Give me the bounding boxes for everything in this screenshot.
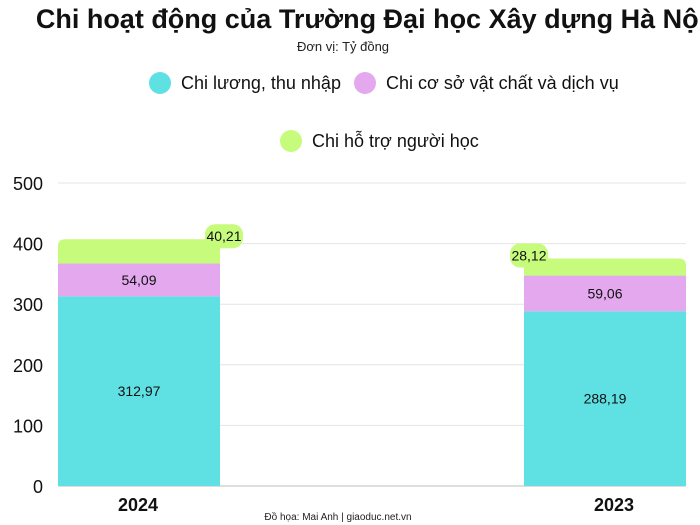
data-label-2023-chi-ho-tro-nguoi-hoc: 28,12 [511, 248, 546, 264]
bar-2024-chi-co-so-vat-chat-va-dich-vu [58, 263, 220, 297]
chart-subtitle: Đơn vị: Tỷ đồng [297, 39, 389, 54]
legend-swatch-chi-co-so-vat-chat-va-dich-vu [354, 72, 376, 94]
legend-item-chi-co-so-vat-chat-va-dich-vu: Chi cơ sở vật chất và dịch vụ [354, 72, 619, 94]
bar-stack-2024: 312,97 54,09 40,21 [58, 224, 243, 486]
data-label-bg-2023-chi-ho-tro-nguoi-hoc [510, 243, 548, 268]
bars: 312,97 54,09 40,21 288,19 59,06 28,12 [58, 224, 686, 486]
chart-credit: Đồ họa: Mai Anh | giaoduc.net.vn [264, 511, 411, 523]
y-tick-label-200: 200 [13, 356, 43, 376]
chart-title: Chi hoạt động của Trường Đại học Xây dựn… [36, 4, 700, 34]
y-tick-label-100: 100 [13, 416, 43, 436]
bar-2024-chi-ho-tro-nguoi-hoc [58, 239, 220, 264]
bar-2023-chi-co-so-vat-chat-va-dich-vu [524, 275, 686, 312]
x-tick-label-2024: 2024 [118, 495, 158, 515]
y-tick-label-0: 0 [33, 477, 43, 497]
legend-swatch-chi-ho-tro-nguoi-hoc [280, 130, 302, 152]
data-label-bg-2024-chi-ho-tro-nguoi-hoc [205, 224, 243, 249]
y-tick-label-500: 500 [13, 174, 43, 194]
x-axis: 2024 2023 [118, 495, 634, 515]
legend-label-chi-co-so-vat-chat-va-dich-vu: Chi cơ sở vật chất và dịch vụ [386, 73, 619, 93]
data-label-2024-chi-co-so-vat-chat-va-dich-vu: 54,09 [121, 272, 156, 288]
y-tick-label-400: 400 [13, 235, 43, 255]
y-tick-label-300: 300 [13, 295, 43, 315]
legend-label-chi-ho-tro-nguoi-hoc: Chi hỗ trợ người học [312, 130, 479, 151]
y-axis: 0 100 200 300 400 500 [13, 174, 43, 497]
x-tick-label-2023: 2023 [594, 495, 634, 515]
bar-2024-chi-luong-thu-nhap [58, 296, 220, 486]
bar-2023-chi-ho-tro-nguoi-hoc [524, 258, 686, 276]
data-label-2024-chi-luong-thu-nhap: 312,97 [118, 383, 161, 399]
legend-swatch-chi-luong-thu-nhap [149, 72, 171, 94]
bar-stack-2023: 288,19 59,06 28,12 [510, 243, 686, 486]
data-label-2023-chi-luong-thu-nhap: 288,19 [584, 391, 627, 407]
legend-label-chi-luong-thu-nhap: Chi lương, thu nhập [181, 73, 341, 93]
legend-item-chi-luong-thu-nhap: Chi lương, thu nhập [149, 72, 341, 94]
bar-2023-chi-luong-thu-nhap [524, 311, 686, 486]
legend: Chi lương, thu nhập Chi cơ sở vật chất và… [149, 72, 619, 152]
data-label-2024-chi-ho-tro-nguoi-hoc: 40,21 [206, 228, 241, 244]
legend-item-chi-ho-tro-nguoi-hoc: Chi hỗ trợ người học [280, 130, 479, 152]
data-label-2023-chi-co-so-vat-chat-va-dich-vu: 59,06 [587, 285, 622, 301]
